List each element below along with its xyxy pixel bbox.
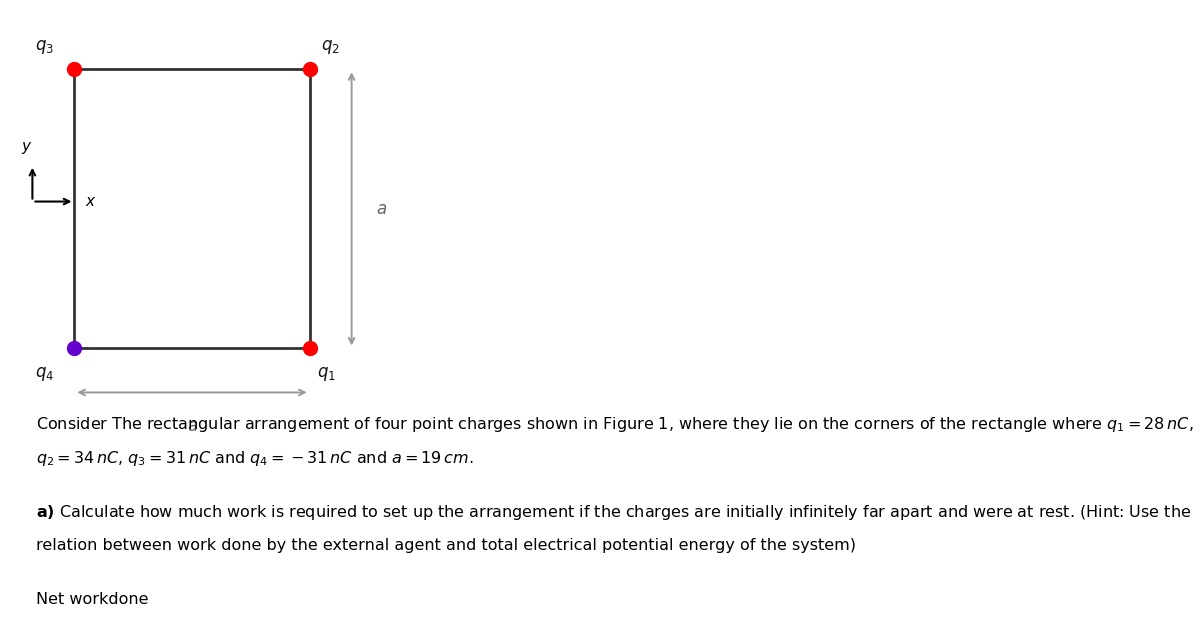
Text: Consider The rectangular arrangement of four point charges shown in Figure 1, wh: Consider The rectangular arrangement of … [36,415,1194,434]
Text: $q_4$: $q_4$ [35,365,55,383]
Text: Net workdone: Net workdone [36,592,149,607]
Text: $q_3$: $q_3$ [36,39,54,56]
Point [300,65,319,75]
Point [300,343,319,353]
Text: $q_2 = 34\,nC$, $q_3 = 31\,nC$ and $q_4 = -31\,nC$ and $a = 19\,cm$.: $q_2 = 34\,nC$, $q_3 = 31\,nC$ and $q_4 … [36,449,474,468]
Point [65,65,84,75]
Text: $q_2$: $q_2$ [322,39,340,56]
Text: relation between work done by the external agent and total electrical potential : relation between work done by the extern… [36,538,856,553]
Text: x: x [85,194,94,209]
Text: a: a [376,200,386,218]
Text: $q_1$: $q_1$ [317,365,336,383]
Text: y: y [22,139,31,154]
Point [65,343,84,353]
Text: $\mathbf{a)}$ Calculate how much work is required to set up the arrangement if t: $\mathbf{a)}$ Calculate how much work is… [36,503,1192,522]
Text: a: a [187,417,197,434]
